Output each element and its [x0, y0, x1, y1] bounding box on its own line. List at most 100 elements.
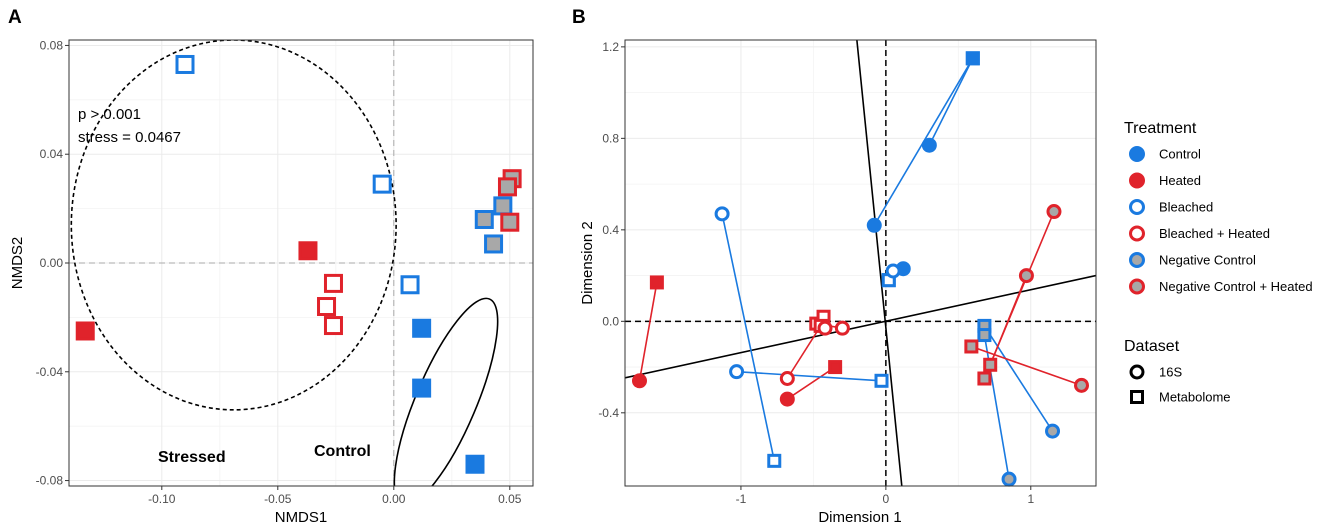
pair-link-control	[928, 57, 974, 146]
panel-b-y-ticks: -0.4 0.0 0.4 0.8 1.2	[598, 40, 625, 420]
legend-label-16s: 16S	[1159, 365, 1182, 380]
ellipse-stressed	[70, 40, 397, 411]
point-control	[412, 318, 432, 338]
16s-point-negative-control	[1001, 471, 1017, 487]
panel-a: -0.10 -0.05 0.00 0.05 -0.08 -0.04 0.00 0.04 0.0…	[9, 38, 534, 526]
point-bleached	[175, 54, 195, 74]
panel-b-y-axis-label: Dimension 2	[579, 221, 596, 304]
x-tick-label: -1	[736, 492, 747, 506]
panel-a-stress: stress = 0.0467	[78, 129, 181, 146]
16s-point-control	[866, 217, 882, 233]
point-bleached	[400, 275, 420, 295]
pair-link-heated	[638, 282, 658, 381]
y-tick-label: 0.8	[602, 131, 619, 145]
16s-point-bleached	[885, 263, 901, 279]
panel-b-pair-links	[638, 57, 1082, 480]
legend-key-bleached	[1129, 199, 1145, 215]
metabolome-point-heated	[649, 275, 664, 290]
legend-key-negative-control	[1129, 252, 1145, 268]
panel-label-b: B	[572, 7, 586, 28]
point-heated	[75, 321, 95, 341]
legend-label-heated: Heated	[1159, 173, 1201, 188]
legend-label-bleached-heated: Bleached + Heated	[1159, 226, 1270, 241]
legend-treatment-title: Treatment	[1124, 120, 1197, 137]
point-negative-control-heated	[497, 177, 517, 197]
x-tick-label: 1	[1027, 492, 1034, 506]
y-tick-label: 0.00	[40, 256, 64, 270]
legend-key-metabolome-square	[1130, 390, 1144, 404]
y-tick-label: -0.04	[36, 365, 64, 379]
panel-label-a: A	[8, 7, 22, 28]
legend: Treatment Control Heated Bleached Bleached …	[1124, 120, 1313, 405]
y-tick-label: 0.0	[602, 314, 619, 328]
y-tick-label: 1.2	[602, 40, 619, 54]
x-tick-label: -0.10	[148, 492, 176, 506]
panel-b-rotation-axes	[625, 40, 1096, 486]
panel-a-reference-lines	[69, 40, 533, 486]
panel-b: -1 0 1 -0.4 0.0 0.4 0.8 1.2 Dimension 1 Dimens…	[579, 39, 1097, 526]
metabolome-point-negative-control	[977, 328, 992, 343]
legend-key-bleached-heated	[1129, 225, 1145, 242]
pair-link-negative-control	[983, 325, 1054, 432]
panel-a-x-axis-label: NMDS1	[275, 509, 328, 526]
metabolome-point-heated	[828, 360, 843, 375]
legend-label-bleached: Bleached	[1159, 200, 1213, 215]
point-control	[412, 378, 432, 398]
panel-b-reference-lines	[625, 40, 1096, 486]
point-negative-control	[484, 234, 504, 254]
legend-dataset-title: Dataset	[1124, 338, 1180, 355]
legend-key-control	[1129, 146, 1145, 162]
point-negative-control-heated	[500, 212, 520, 232]
16s-point-bleached	[714, 206, 730, 222]
panel-b-grid	[625, 40, 1096, 486]
panel-a-y-ticks: -0.08 -0.04 0.00 0.04 0.08	[36, 38, 69, 488]
pair-link-bleached-heated	[786, 325, 822, 379]
16s-point-control	[921, 137, 937, 153]
pair-link-heated	[786, 366, 836, 400]
metabolome-point-bleached	[767, 453, 782, 468]
legend-label-negative-control: Negative Control	[1159, 253, 1256, 268]
metabolome-point-negative-control-heated	[983, 357, 998, 372]
panel-a-p-value: p > 0.001	[78, 106, 141, 123]
point-bleached	[372, 174, 392, 194]
x-tick-label: 0	[883, 492, 890, 506]
metabolome-point-control	[965, 51, 980, 66]
16s-point-bleached-heated	[834, 320, 850, 336]
point-bleached-heated	[323, 316, 343, 336]
metabolome-point-bleached	[874, 373, 889, 388]
panel-a-x-ticks: -0.10 -0.05 0.00 0.05	[148, 486, 522, 506]
point-negative-control	[474, 209, 494, 229]
legend-treatment-items: Control Heated Bleached Bleached + Heated Ne…	[1129, 146, 1313, 295]
16s-point-heated	[631, 373, 647, 389]
pair-link-bleached	[721, 213, 776, 462]
16s-point-negative-control-heated	[1074, 377, 1090, 393]
group-label-stressed: Stressed	[158, 449, 226, 466]
legend-label-control: Control	[1159, 147, 1201, 162]
16s-point-negative-control-heated	[1018, 268, 1034, 284]
pair-link-negative-control	[983, 334, 1010, 480]
procrustes-axis-2	[856, 40, 903, 486]
16s-point-bleached	[729, 364, 745, 380]
y-tick-label: -0.08	[36, 474, 64, 488]
procrustes-axis-1	[625, 274, 1096, 379]
point-negative-control	[493, 196, 513, 216]
pair-link-negative-control-heated	[971, 345, 1082, 387]
16s-point-bleached-heated	[779, 371, 795, 387]
metabolome-point-negative-control-heated	[977, 371, 992, 386]
panel-b-x-ticks: -1 0 1	[736, 486, 1034, 506]
metabolome-point-negative-control-heated	[964, 339, 979, 354]
16s-point-negative-control	[1045, 423, 1061, 439]
16s-point-negative-control-heated	[1046, 204, 1062, 220]
y-tick-label: 0.08	[40, 38, 64, 52]
x-tick-label: 0.00	[382, 492, 406, 506]
point-bleached-heated	[317, 297, 337, 317]
ellipse-control	[393, 297, 499, 486]
panel-b-frame	[624, 39, 1097, 487]
y-tick-label: 0.4	[602, 223, 619, 237]
16s-point-heated	[779, 391, 795, 407]
panel-b-points	[631, 51, 1090, 487]
legend-key-heated	[1129, 172, 1145, 189]
legend-key-16s-circle	[1129, 364, 1145, 380]
y-tick-label: 0.04	[40, 147, 64, 161]
